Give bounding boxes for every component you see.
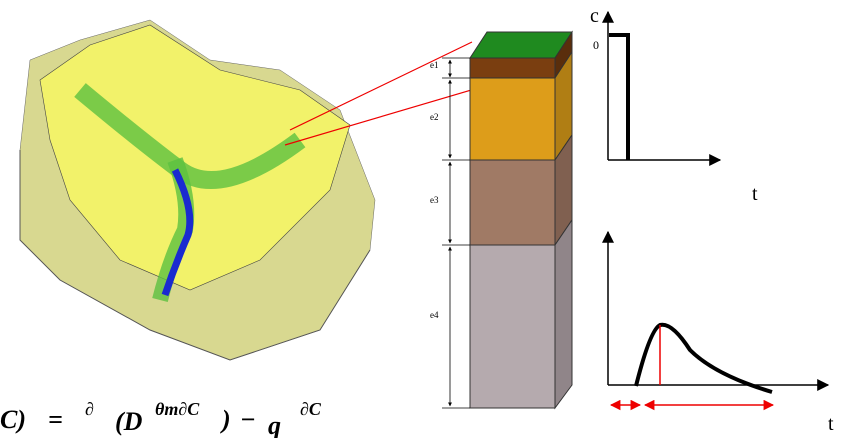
layer-label: e4: [430, 310, 439, 320]
equation-part: C): [0, 405, 26, 434]
layer-label: e1: [430, 60, 439, 70]
y-tick-label: 0: [593, 38, 599, 52]
equation-part: ∂C: [300, 399, 322, 419]
layer-label: e3: [430, 195, 439, 205]
x-axis-label: t: [828, 413, 834, 435]
equation-part: (D: [115, 407, 143, 436]
output-chart: [608, 232, 828, 405]
equation-part: θm∂C: [155, 399, 200, 419]
y-axis-label: c: [590, 5, 599, 27]
soil-column: [470, 32, 572, 408]
diagram: e1 e2 e3 e4 c 0 t t C) = ∂ (D θm∂C ) − q…: [0, 0, 844, 438]
equation-part: −: [240, 405, 256, 434]
terrain: [20, 20, 375, 360]
x-axis-label: t: [752, 183, 758, 205]
equation-part: ∂: [85, 399, 94, 419]
layer-label: e2: [430, 112, 439, 122]
equation-part: q: [268, 411, 281, 438]
input-chart: [608, 12, 720, 160]
equation-part: ): [220, 405, 231, 434]
equation-part: =: [48, 405, 63, 434]
equation: C) = ∂ (D θm∂C ) − q ∂C: [0, 399, 322, 438]
dimension-lines: [442, 58, 470, 408]
